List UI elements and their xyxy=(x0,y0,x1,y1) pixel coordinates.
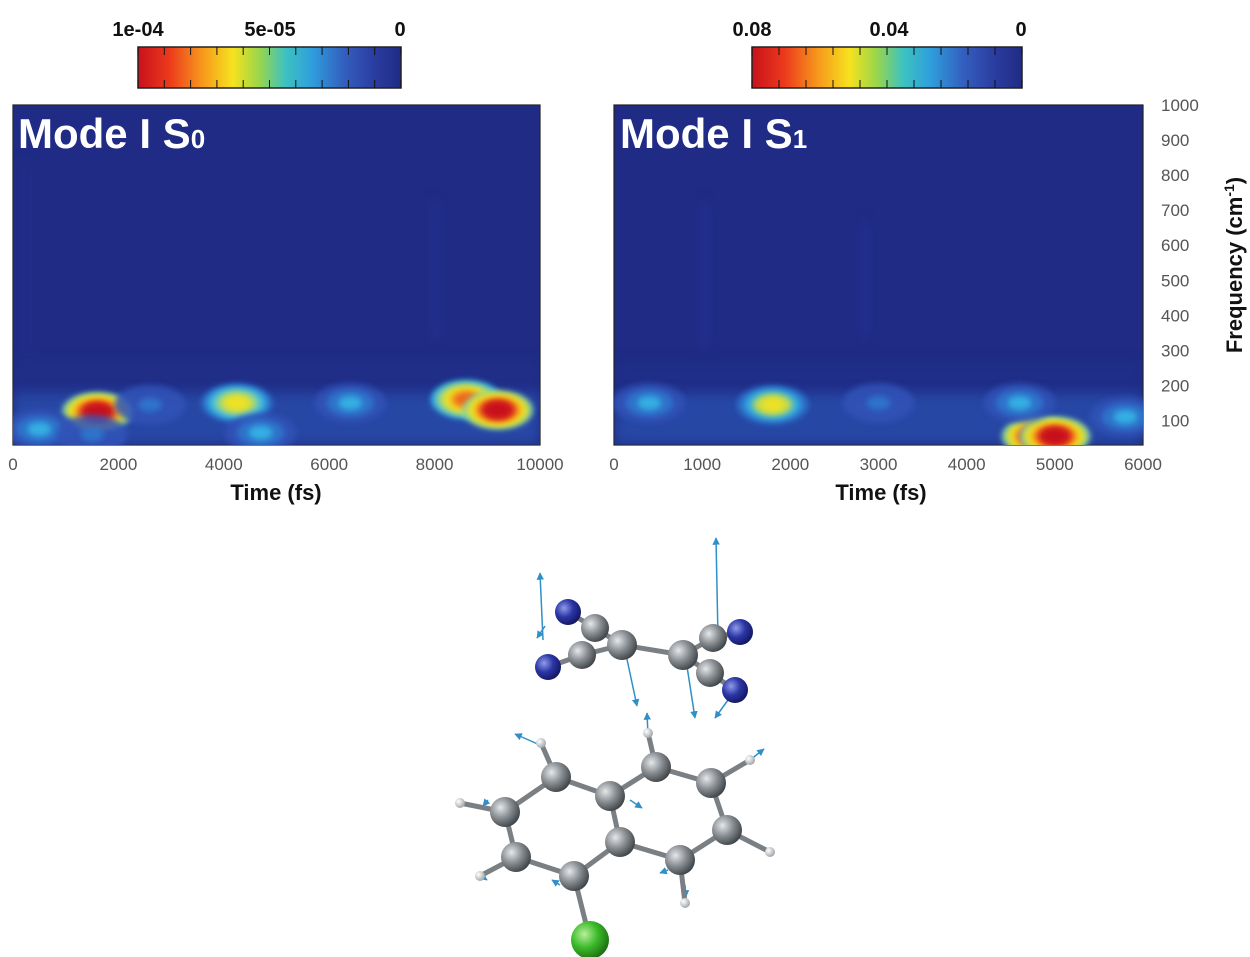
heatmap-feature xyxy=(842,383,915,423)
colorbar-s0-ticks xyxy=(137,47,402,88)
colorbar-s0-label-mid: 5e-05 xyxy=(244,19,295,41)
x-tick-label: 2000 xyxy=(99,455,137,474)
atom-c xyxy=(696,659,724,687)
x-tick-label: 0 xyxy=(8,455,17,474)
x-tick-label: 6000 xyxy=(310,455,348,474)
y-tick-label: 100 xyxy=(1161,411,1189,430)
heatmap-s1-y-ticks: 100 200 300 400 500 600 700 800 900 1000 xyxy=(1161,96,1199,430)
atom-c xyxy=(581,614,609,642)
colorbar-s1-label-min: 0 xyxy=(1015,19,1026,41)
atom-h xyxy=(680,898,690,908)
y-tick-label: 900 xyxy=(1161,131,1189,150)
heatmap-feature xyxy=(1089,397,1143,437)
heatmap-feature xyxy=(114,385,186,425)
y-tick-label: 300 xyxy=(1161,341,1189,360)
atom-n xyxy=(722,677,748,703)
atom-h xyxy=(745,755,755,765)
colorbar-s1: 0.08 0.04 0 xyxy=(733,19,1027,89)
y-tick-label: 1000 xyxy=(1161,96,1199,115)
atom-h xyxy=(455,798,465,808)
atom-c xyxy=(490,797,520,827)
atom-h xyxy=(765,847,775,857)
heatmap-feature xyxy=(314,383,386,423)
heatmap-s1-xlabel: Time (fs) xyxy=(835,480,926,505)
x-tick-label: 4000 xyxy=(948,455,986,474)
heatmap-feature xyxy=(201,383,273,423)
y-tick-label: 800 xyxy=(1161,166,1189,185)
x-tick-label: 8000 xyxy=(416,455,454,474)
atom-c xyxy=(607,630,637,660)
x-tick-label: 4000 xyxy=(205,455,243,474)
colorbar-s0-label-min: 0 xyxy=(394,19,405,41)
heatmap-s0-xlabel: Time (fs) xyxy=(230,480,321,505)
atom-c xyxy=(665,845,695,875)
atom-c xyxy=(641,752,671,782)
heatmap-s0-x-ticks: 0 2000 4000 6000 8000 10000 xyxy=(8,455,563,474)
heatmap-s0-features xyxy=(13,379,540,445)
atom-c xyxy=(696,768,726,798)
x-tick-label: 6000 xyxy=(1124,455,1162,474)
y-tick-label: 400 xyxy=(1161,306,1189,325)
x-tick-label: 3000 xyxy=(860,455,898,474)
atom-c xyxy=(699,624,727,652)
x-tick-label: 5000 xyxy=(1036,455,1074,474)
x-tick-label: 1000 xyxy=(683,455,721,474)
atom-c xyxy=(559,861,589,891)
heatmap-feature xyxy=(225,413,297,445)
heatmap-feature xyxy=(614,383,685,423)
atom-c xyxy=(668,640,698,670)
x-tick-label: 10000 xyxy=(516,455,563,474)
x-tick-label: 0 xyxy=(609,455,618,474)
heatmap-s1-texture xyxy=(614,200,1143,390)
heatmap-s1-x-ticks: 0 1000 2000 3000 4000 5000 6000 xyxy=(609,455,1162,474)
y-tick-label: 200 xyxy=(1161,376,1189,395)
atom-c xyxy=(605,827,635,857)
heatmap-s1-title-subscript: 1 xyxy=(793,124,807,154)
atom-c xyxy=(568,641,596,669)
atom-c xyxy=(541,762,571,792)
atom-n xyxy=(555,599,581,625)
colorbar-s1-ticks xyxy=(751,47,1023,88)
molecule-illustration xyxy=(455,537,775,957)
heatmap-s0-title: Mode I S0 xyxy=(18,110,205,157)
atom-n xyxy=(727,619,753,645)
atom-cl xyxy=(571,921,609,957)
x-tick-label: 2000 xyxy=(771,455,809,474)
heatmap-feature xyxy=(983,383,1056,423)
heatmap-feature xyxy=(736,385,809,425)
y-tick-label: 600 xyxy=(1161,236,1189,255)
panel-s0: 1e-04 5e-05 0 Mode I S0 0 2000 4000 6000 800… xyxy=(8,19,563,505)
atom-h xyxy=(643,728,653,738)
displacement-vectors xyxy=(479,537,765,898)
y-tick-label: 700 xyxy=(1161,201,1189,220)
colorbar-s0-label-max: 1e-04 xyxy=(112,19,164,41)
colorbar-s0: 1e-04 5e-05 0 xyxy=(112,19,406,89)
colorbar-s1-label-max: 0.08 xyxy=(733,19,772,41)
y-tick-label: 500 xyxy=(1161,271,1189,290)
heatmap-s1-ylabel: Frequency (cm-1) xyxy=(1221,177,1247,353)
atom-n xyxy=(535,654,561,680)
heatmap-s0-title-subscript: 0 xyxy=(191,124,205,154)
heatmap-feature xyxy=(56,414,128,445)
colorbar-s1-label-mid: 0.04 xyxy=(870,19,910,41)
heatmap-s1-title: Mode I S1 xyxy=(620,110,807,157)
atom-c xyxy=(501,842,531,872)
heatmap-feature xyxy=(1019,416,1091,445)
atom-c xyxy=(712,815,742,845)
atom-h xyxy=(475,871,485,881)
atom-c xyxy=(595,781,625,811)
heatmap-s1-features xyxy=(614,383,1143,445)
heatmap-feature xyxy=(462,390,534,430)
panel-s1: 0.08 0.04 0 Mode I S1 0 1000 2000 3000 4000 5… xyxy=(609,19,1247,505)
atoms xyxy=(455,599,775,957)
atom-h xyxy=(536,738,546,748)
